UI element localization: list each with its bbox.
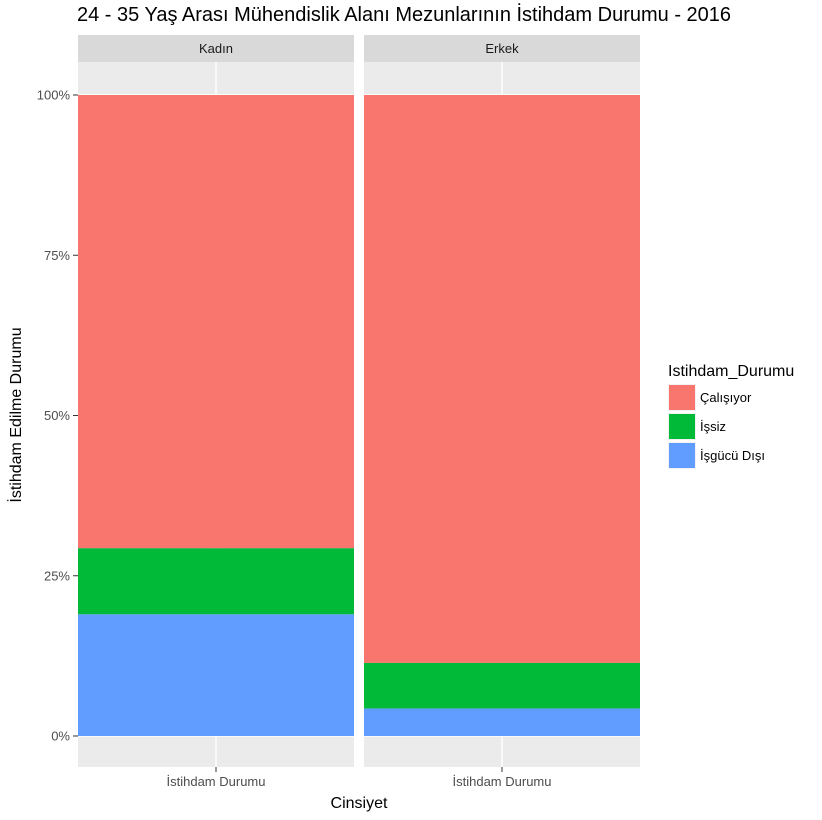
facet-strip-label: Erkek: [485, 41, 519, 56]
x-tick-label: İstihdam Durumu: [167, 774, 266, 789]
legend-label: Çalışıyor: [700, 390, 752, 405]
legend-key: [669, 414, 695, 439]
legend-title: Istihdam_Durumu: [668, 363, 794, 380]
facet-strip-label: Kadın: [199, 41, 233, 56]
facet-strip: [78, 35, 354, 62]
bar-segment: [364, 95, 640, 663]
y-tick-label: 0%: [51, 729, 70, 744]
legend-label: İşsiz: [700, 419, 726, 434]
bar-segment: [364, 662, 640, 709]
y-tick-label: 25%: [44, 568, 70, 583]
bar-segment: [78, 548, 354, 615]
legend-key: [669, 443, 695, 468]
y-tick-label: 75%: [44, 248, 70, 263]
panel-bars: [78, 95, 354, 736]
legend-key: [669, 385, 695, 410]
facet-kadin: Kadın İstihdam Durumu: [78, 35, 354, 789]
panel-bars: [364, 95, 640, 736]
bar-segment: [364, 708, 640, 736]
x-axis-title: Cinsiyet: [331, 795, 388, 812]
legend-label: İşgücü Dışı: [700, 448, 765, 463]
facet-erkek: Erkek İstihdam Durumu: [364, 35, 640, 789]
bar-segment: [78, 95, 354, 549]
y-tick-label: 50%: [44, 408, 70, 423]
y-axis: 0% 25% 50% 75% 100%: [37, 88, 503, 772]
bar-segment: [78, 614, 354, 736]
facet-strip: [364, 35, 640, 62]
y-axis-title: İstihdam Edilme Durumu: [6, 327, 25, 502]
legend: Istihdam_Durumu Çalışıyor İşsiz İşgücü Dış…: [668, 363, 794, 469]
chart-title: 24 - 35 Yaş Arası Mühendislik Alanı Mezu…: [77, 3, 731, 26]
x-tick-label: İstihdam Durumu: [453, 774, 552, 789]
y-tick-label: 100%: [37, 88, 71, 103]
